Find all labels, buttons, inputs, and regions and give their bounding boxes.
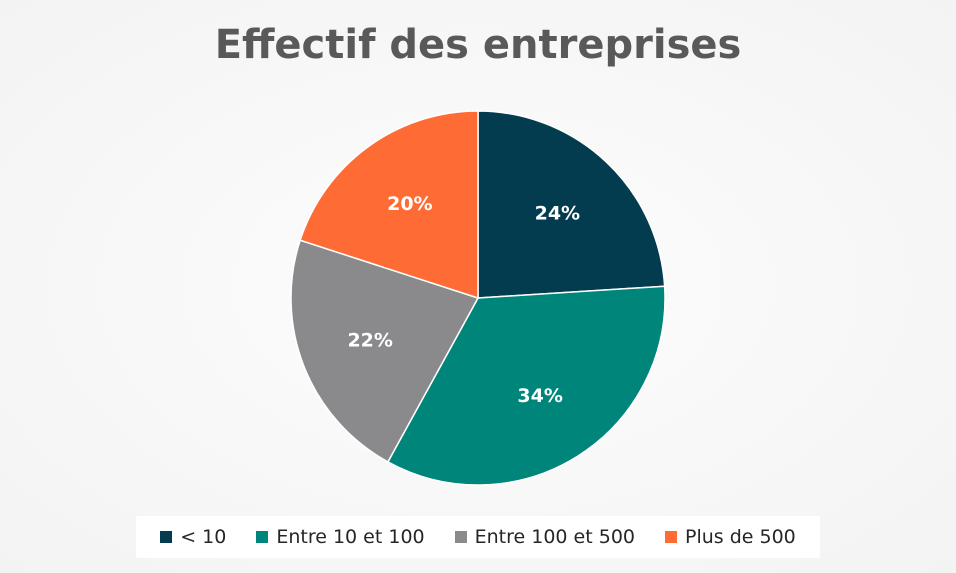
pie-slice-gt500[interactable] — [299, 110, 479, 300]
pie-slice-lt10[interactable] — [477, 110, 666, 299]
legend: < 10 Entre 10 et 100 Entre 100 et 500 Pl… — [136, 516, 820, 558]
legend-label-lt10: < 10 — [180, 526, 227, 548]
legend-label-100-500: Entre 100 et 500 — [474, 526, 635, 548]
data-label-gt500: 20% — [387, 193, 432, 215]
legend-swatch-10-100 — [256, 531, 269, 543]
data-label-100-500: 22% — [347, 330, 392, 352]
legend-swatch-gt500 — [665, 531, 677, 543]
legend-swatch-lt10 — [160, 531, 173, 543]
legend-item-100-500[interactable]: Entre 100 et 500 — [454, 526, 635, 548]
legend-item-gt500[interactable]: Plus de 500 — [665, 526, 796, 548]
legend-item-lt10[interactable]: < 10 — [160, 526, 226, 548]
data-label-lt10: 24% — [535, 202, 580, 224]
pie-slice-100-500[interactable] — [290, 239, 480, 463]
chart-title: Effectif des entreprises — [214, 22, 742, 68]
pie-slices — [290, 110, 666, 486]
legend-item-10-100[interactable]: Entre 10 et 100 — [256, 526, 425, 548]
legend-label-gt500: Plus de 500 — [685, 526, 796, 548]
legend-swatch-100-500 — [454, 531, 467, 543]
data-label-10-100: 34% — [517, 385, 562, 407]
legend-label-10-100: Entre 10 et 100 — [276, 526, 425, 548]
pie-data-labels: 24% 34% 22% 20% — [347, 193, 580, 407]
